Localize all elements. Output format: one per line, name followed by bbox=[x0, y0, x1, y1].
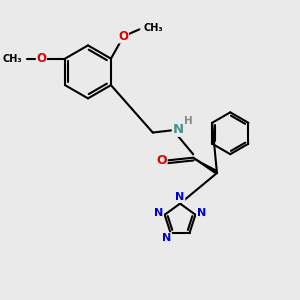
Text: N: N bbox=[197, 208, 206, 218]
Text: CH₃: CH₃ bbox=[3, 54, 22, 64]
Text: CH₃: CH₃ bbox=[144, 23, 163, 33]
Text: H: H bbox=[184, 116, 193, 126]
Text: N: N bbox=[154, 208, 164, 218]
Polygon shape bbox=[195, 159, 216, 173]
Text: O: O bbox=[156, 154, 167, 167]
Text: N: N bbox=[176, 192, 185, 203]
Text: O: O bbox=[36, 52, 46, 65]
Text: N: N bbox=[172, 123, 184, 136]
Text: O: O bbox=[118, 30, 128, 43]
Text: N: N bbox=[162, 233, 172, 243]
